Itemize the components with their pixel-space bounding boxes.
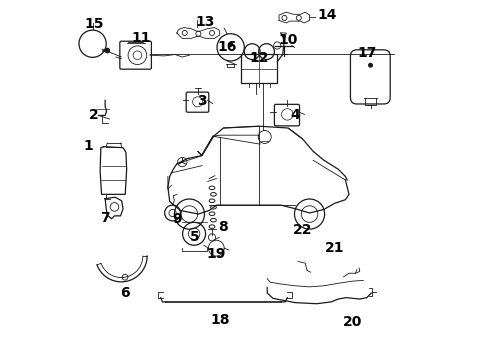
- Text: 15: 15: [85, 17, 104, 31]
- Circle shape: [105, 48, 109, 53]
- Text: 17: 17: [357, 46, 377, 60]
- Text: 11: 11: [131, 31, 151, 45]
- Text: 20: 20: [343, 315, 362, 329]
- Text: 7: 7: [100, 211, 110, 225]
- Text: 2: 2: [89, 108, 98, 122]
- Text: 22: 22: [293, 223, 312, 237]
- Text: 19: 19: [207, 247, 226, 261]
- Text: 14: 14: [318, 8, 337, 22]
- Text: 9: 9: [172, 212, 182, 226]
- Text: 12: 12: [249, 51, 269, 65]
- Text: 18: 18: [210, 313, 230, 327]
- Text: 10: 10: [278, 33, 298, 47]
- Circle shape: [229, 42, 232, 46]
- Text: 4: 4: [291, 108, 300, 122]
- Text: 5: 5: [190, 230, 199, 244]
- Polygon shape: [97, 256, 147, 282]
- Text: 13: 13: [196, 15, 215, 29]
- Circle shape: [368, 63, 372, 67]
- Text: 21: 21: [325, 241, 344, 255]
- Text: 6: 6: [120, 286, 130, 300]
- Text: 3: 3: [197, 94, 207, 108]
- Text: 1: 1: [83, 139, 93, 153]
- Text: 8: 8: [219, 220, 228, 234]
- Text: 16: 16: [218, 40, 237, 54]
